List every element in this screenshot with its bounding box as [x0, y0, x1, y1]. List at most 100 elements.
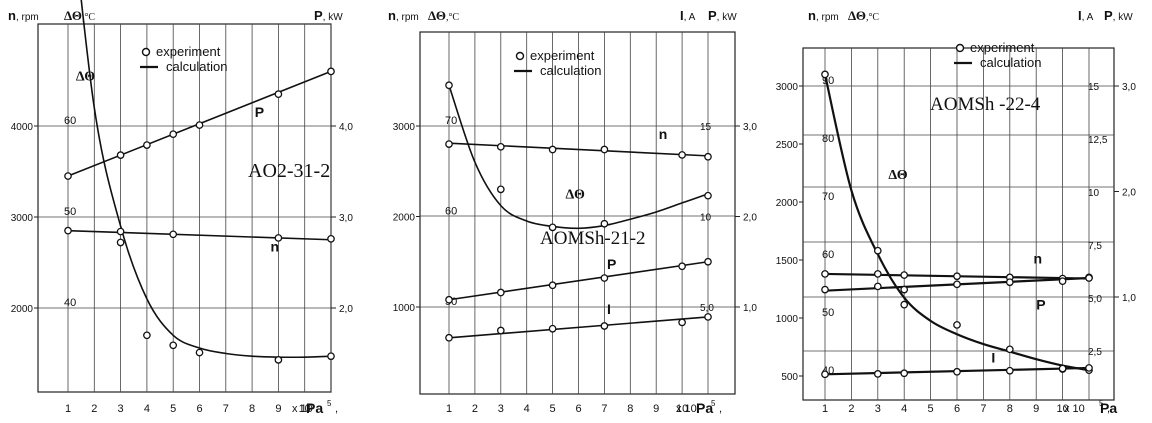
x-tick-label: 2 [91, 403, 97, 415]
n-tick-label: 3000 [393, 122, 416, 133]
p-tick-label: 4,0 [339, 122, 353, 133]
x-tick-label: 8 [249, 403, 255, 415]
experiment-point-delta-theta [274, 356, 283, 364]
x-tick-label: 7 [601, 403, 607, 415]
x-tick-label: 4 [524, 403, 530, 415]
calculation-curve-i [448, 316, 709, 339]
chart-title: AOMSh -22-4 [930, 94, 1041, 115]
experiment-point-delta-theta [548, 223, 557, 232]
experiment-point-n [327, 234, 335, 243]
experiment-point-delta-theta [953, 321, 961, 329]
experiment-point-i [496, 326, 505, 335]
legend-label-experiment: experiment [530, 48, 595, 63]
experiment-point-delta-theta [195, 348, 204, 357]
p-tick-label: 3,0 [1122, 82, 1136, 93]
legend-label-experiment: experiment [156, 44, 221, 59]
n-tick-label: 2000 [11, 304, 34, 315]
experiment-point-n [873, 270, 882, 278]
n-axis-header: n, rpm [388, 8, 419, 23]
x-tick-label: 9 [653, 403, 659, 415]
n-tick-label: 1000 [393, 303, 416, 314]
n-tick-label: 2000 [393, 213, 416, 224]
delta-theta-tick-label: 60 [822, 249, 834, 261]
delta-theta-tick-label: 60 [64, 115, 76, 127]
experiment-point-n [445, 140, 453, 148]
x-tick-label: 9 [275, 403, 281, 415]
i-tick-label: 5,0 [1088, 294, 1102, 305]
experiment-point-i [678, 318, 686, 327]
x-tick-label: 3 [498, 403, 504, 415]
experiment-point-p [821, 285, 829, 294]
calculation-curve-n [67, 229, 332, 241]
experiment-point-p [953, 280, 961, 289]
x-tick-label: 10 [299, 403, 311, 415]
experiment-point-i [1005, 366, 1014, 375]
x-tick-label: 1 [446, 403, 452, 415]
x-axis-comma: , [335, 403, 338, 415]
chart-title: AOMSh-21-2 [540, 228, 646, 249]
delta-theta-tick-label: 50 [64, 206, 76, 218]
n-tick-label: 2500 [776, 140, 799, 151]
x-tick-label: 8 [627, 403, 633, 415]
p-tick-label: 1,0 [1122, 293, 1136, 304]
calculation-curve-delta-theta [448, 85, 709, 230]
i-tick-label: 2,5 [1088, 347, 1102, 358]
p-axis-header: P, kW [1104, 8, 1133, 23]
experiment-point-n [548, 145, 557, 154]
experiment-point-p [116, 151, 125, 159]
experiment-point-n [704, 152, 712, 161]
delta-theta-tick-label: 50 [822, 307, 834, 319]
i-tick-label: 15 [700, 122, 712, 133]
experiment-point-n [496, 142, 505, 151]
n-tick-label: 1000 [776, 314, 799, 325]
series-label-p: P [1036, 297, 1045, 313]
x-tick-label: 10 [676, 403, 688, 415]
experiment-point-p [64, 172, 72, 180]
x-tick-label: 1 [65, 403, 71, 415]
i-tick-label: 10 [1088, 188, 1100, 199]
delta-theta-axis-header: ΔΘ,°C [64, 8, 95, 23]
calculation-curve-p [448, 260, 709, 301]
n-axis-header: n, rpm [808, 8, 839, 23]
chart-panel-1: 1 2 3 4 5 6 7 8 9 10x 10 5 , Pa n, rpm ΔΘ,°C P, kW 2000 3… [8, 0, 353, 416]
experiment-point-delta-theta [1005, 345, 1014, 354]
legend-label-calculation: calculation [540, 63, 601, 78]
x-axis-comma: , [719, 403, 722, 415]
experiment-point-p [143, 141, 151, 149]
experiment-point-p [274, 90, 283, 99]
experiment-point-p [900, 285, 909, 294]
x-tick-label: 7 [980, 403, 986, 415]
experiment-point-i [900, 369, 909, 378]
legend-label-experiment: experiment [970, 40, 1035, 55]
x-tick-label: 6 [196, 403, 202, 415]
experiment-point-i [548, 324, 557, 333]
p-tick-label: 2,0 [339, 304, 353, 315]
x-tick-label: 4 [144, 403, 150, 415]
legend-label-calculation: calculation [166, 59, 227, 74]
experiment-point-delta-theta [900, 300, 909, 309]
experiment-point-p [1005, 278, 1014, 287]
x-axis-unit: Pa [696, 400, 713, 416]
experiment-point-i [821, 370, 829, 379]
experiment-point-p [327, 67, 335, 76]
p-tick-label: 3,0 [339, 213, 353, 224]
chart-panel-2: 1 2 3 4 5 6 7 8 9 10x 10 5 ,Pan, rpm ΔΘ,°C I, A P, kW1… [388, 8, 757, 416]
delta-theta-tick-label: 70 [822, 191, 834, 203]
experiment-point-p [678, 262, 686, 271]
experiment-point-p [704, 257, 712, 266]
experiment-point-i [600, 322, 609, 330]
delta-theta-tick-label: 40 [64, 297, 76, 309]
series-label-p: P [607, 256, 616, 272]
experiment-point-delta-theta [704, 191, 712, 200]
series-label-p: P [255, 104, 264, 120]
p-axis-header: P, kW [708, 8, 737, 23]
experiment-point-delta-theta [169, 341, 178, 350]
x-axis-suffix: x 10 [292, 403, 313, 415]
x-axis-unit: Pa [306, 400, 323, 416]
experiment-point-delta-theta [143, 331, 151, 340]
x-tick-label: 9 [1033, 403, 1039, 415]
delta-theta-tick-label: 60 [445, 206, 457, 218]
p-tick-label: 3,0 [743, 122, 757, 133]
delta-theta-tick-label: 80 [822, 133, 834, 145]
